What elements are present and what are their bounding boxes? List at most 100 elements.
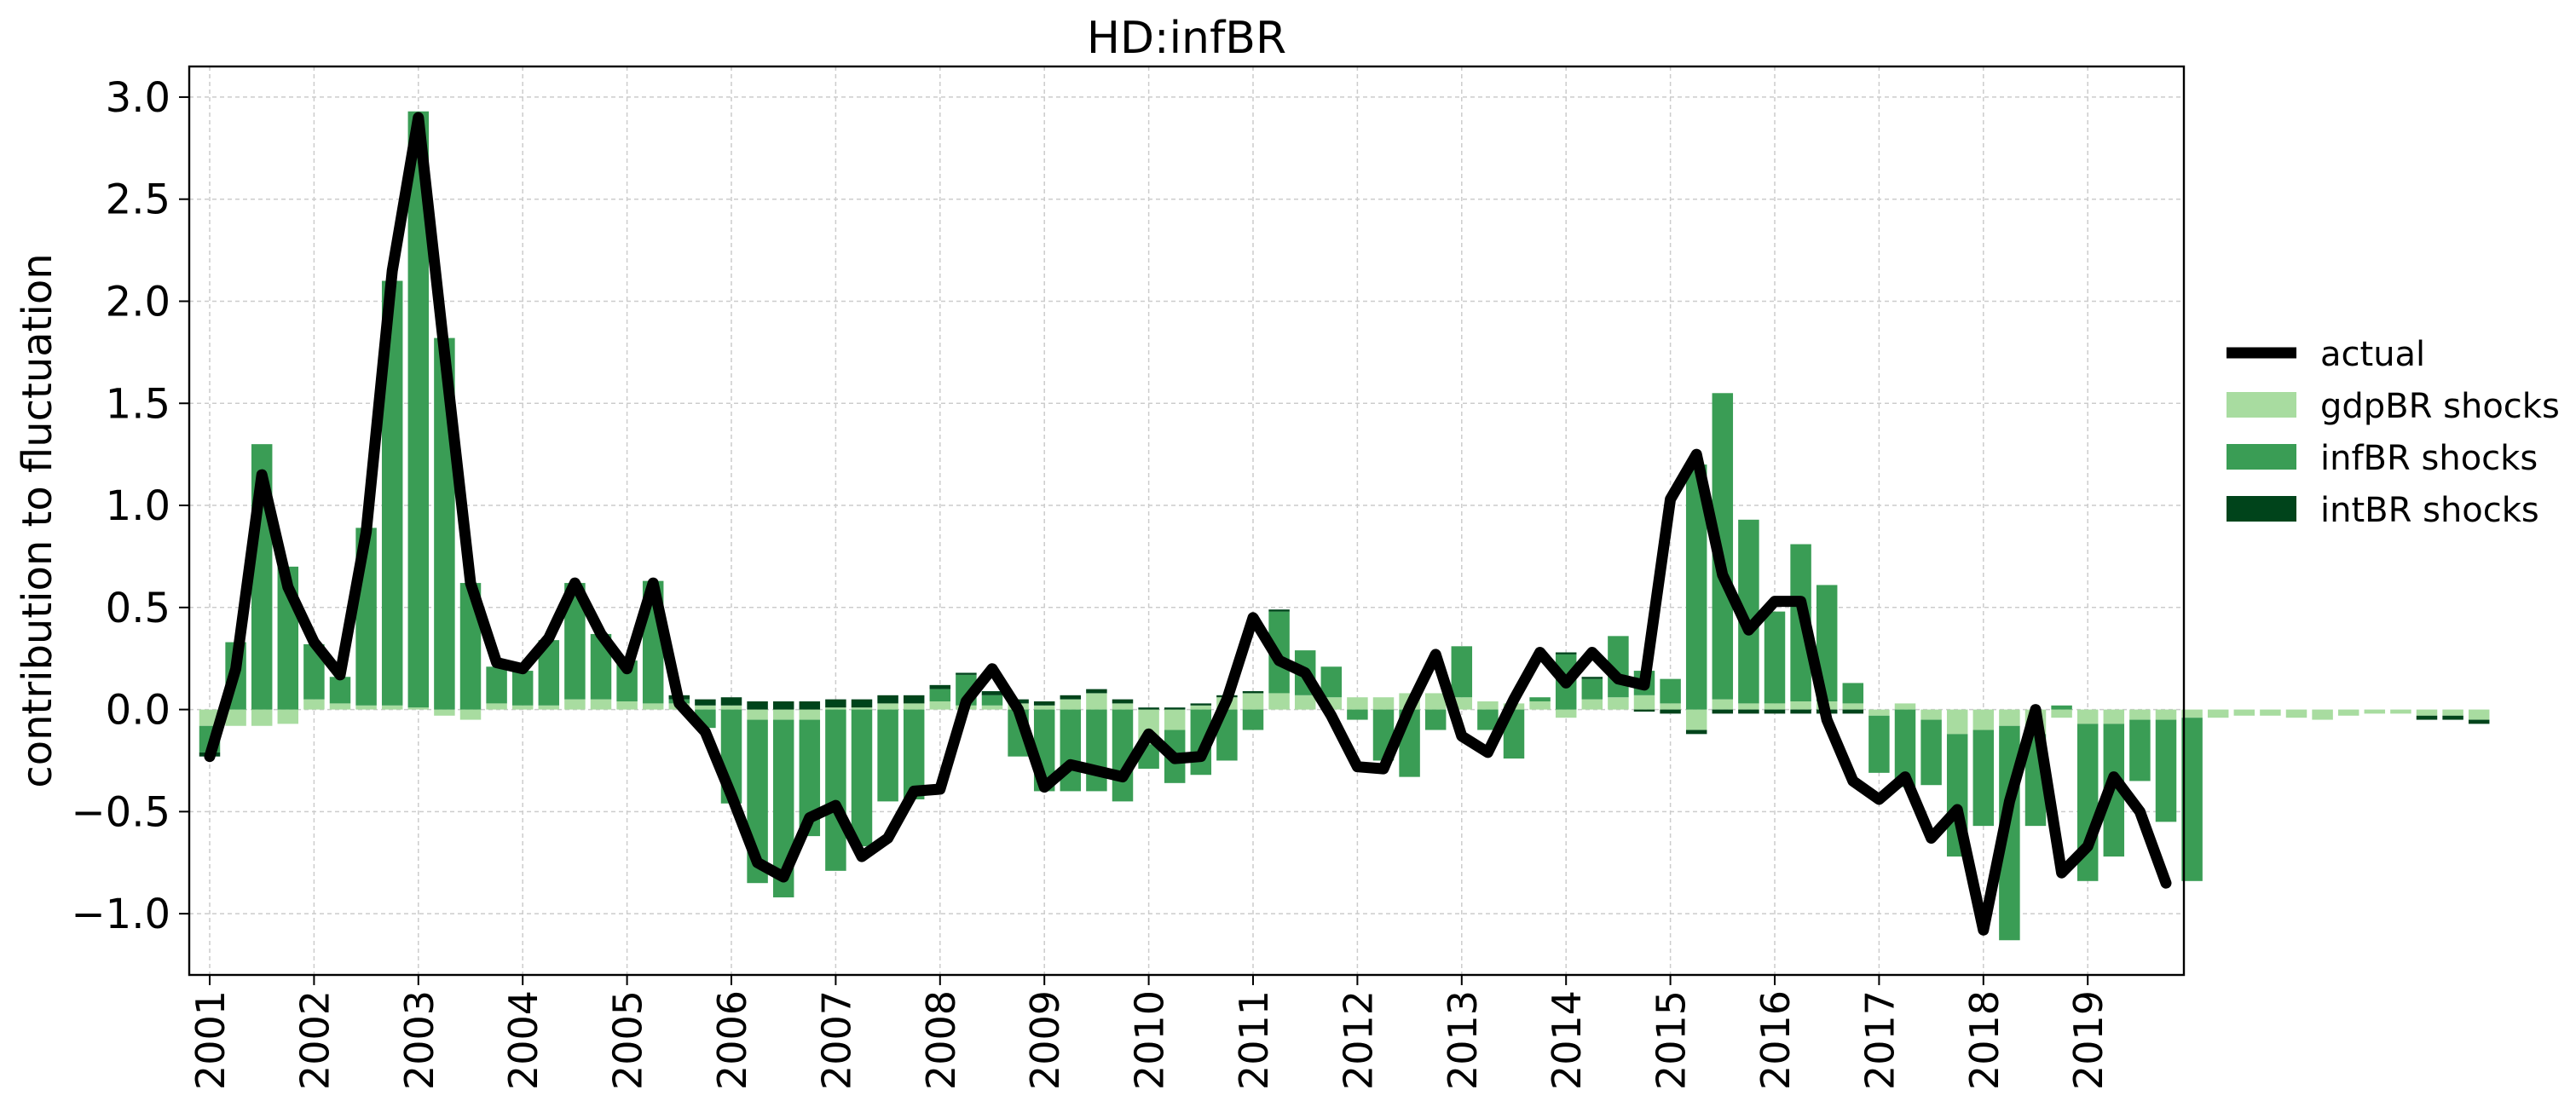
bar-gdpbr-shocks (1999, 709, 2020, 726)
bar-gdpbr-shocks (929, 701, 951, 710)
bar-gdpbr-shocks (642, 703, 664, 710)
bar-intbr-shocks (1764, 709, 1786, 714)
bar-infbr-shocks (511, 671, 534, 706)
bar-gdpbr-shocks (303, 699, 325, 710)
bar-gdpbr-shocks (720, 705, 742, 710)
bar-intbr-shocks (903, 695, 925, 704)
bar-infbr-shocks (1660, 678, 1681, 704)
y-tick-label: −0.5 (71, 788, 170, 836)
x-tick-label: 2002 (292, 990, 338, 1090)
bar-gdpbr-shocks (1555, 709, 1577, 718)
bar-gdpbr-shocks (459, 709, 482, 720)
bar-gdpbr-shocks (1842, 703, 1864, 710)
bar-intbr-shocks (1633, 709, 1655, 712)
bar-intbr-shocks (1138, 707, 1159, 710)
legend-swatch (2227, 496, 2296, 522)
bar-intbr-shocks (1685, 730, 1707, 735)
bar-gdpbr-shocks (1294, 695, 1316, 710)
bar-intbr-shocks (981, 691, 1003, 695)
bar-gdpbr-shocks (355, 705, 377, 710)
bar-gdpbr-shocks (1972, 709, 1995, 730)
bar-infbr-shocks (1868, 715, 1890, 773)
bar-intbr-shocks (851, 699, 873, 708)
bar-gdpbr-shocks (2129, 709, 2151, 720)
bar-gdpbr-shocks (381, 705, 403, 710)
bar-intbr-shocks (695, 699, 716, 706)
bar-gdpbr-shocks (1242, 693, 1264, 710)
bar-intbr-shocks (2442, 715, 2463, 720)
bar-gdpbr-shocks (1347, 697, 1368, 710)
bar-gdpbr-shocks (2103, 709, 2125, 724)
bar-gdpbr-shocks (277, 709, 299, 724)
bar-infbr-shocks (1451, 646, 1473, 698)
bar-gdpbr-shocks (799, 709, 821, 720)
x-tick-label: 2008 (918, 990, 964, 1090)
bar-gdpbr-shocks (2468, 709, 2490, 720)
actual-line (204, 112, 2172, 936)
bar-gdpbr-shocks (1033, 705, 1055, 710)
bar-gdpbr-shocks (616, 701, 638, 710)
bar-gdpbr-shocks (1529, 701, 1551, 710)
bar-gdpbr-shocks (981, 705, 1003, 710)
bar-gdpbr-shocks (1190, 705, 1212, 710)
legend-label: actual (2320, 335, 2425, 374)
bar-gdpbr-shocks (2181, 709, 2203, 718)
x-tick-label: 2004 (500, 990, 546, 1090)
x-tick-label: 2017 (1857, 990, 1903, 1090)
bar-intbr-shocks (1712, 709, 1734, 714)
bar-intbr-shocks (1738, 709, 1759, 714)
bar-gdpbr-shocks (1086, 693, 1107, 710)
x-tick-label: 2011 (1231, 990, 1277, 1090)
y-tick-label: 3.0 (106, 74, 170, 122)
bar-gdpbr-shocks (1608, 697, 1629, 710)
bar-intbr-shocks (1555, 652, 1577, 655)
x-tick-label: 2014 (1544, 990, 1590, 1090)
bar-gdpbr-shocks (695, 705, 716, 710)
bar-gdpbr-shocks (2285, 709, 2307, 718)
y-tick-label: 1.0 (106, 482, 170, 530)
bar-infbr-shocks (329, 677, 351, 704)
bar-infbr-shocks (2129, 719, 2151, 781)
y-tick-label: 0.5 (106, 585, 170, 632)
bar-infbr-shocks (1477, 709, 1499, 730)
x-tick-label: 2007 (813, 990, 859, 1090)
y-tick-label: −1.0 (71, 891, 170, 938)
legend-label: gdpBR shocks (2320, 387, 2560, 426)
bar-infbr-shocks (877, 709, 898, 802)
bar-gdpbr-shocks (1424, 693, 1447, 710)
bar-gdpbr-shocks (772, 709, 794, 720)
bar-intbr-shocks (1112, 699, 1134, 704)
bar-gdpbr-shocks (1920, 709, 1942, 720)
bar-intbr-shocks (1842, 709, 1864, 714)
bar-infbr-shocks (1242, 709, 1264, 730)
bar-gdpbr-shocks (407, 707, 430, 710)
bar-gdpbr-shocks (1738, 703, 1759, 710)
bar-intbr-shocks (1190, 703, 1212, 706)
bar-infbr-shocks (1086, 709, 1107, 792)
bar-gdpbr-shocks (225, 709, 246, 726)
bar-infbr-shocks (1347, 709, 1368, 720)
bar-gdpbr-shocks (564, 699, 586, 710)
bar-gdpbr-shocks (1581, 699, 1603, 710)
x-tick-label: 2005 (605, 990, 651, 1090)
bar-gdpbr-shocks (877, 703, 898, 710)
bar-infbr-shocks (1764, 611, 1786, 704)
bar-infbr-shocks (1320, 666, 1343, 698)
bar-gdpbr-shocks (1164, 709, 1186, 730)
bar-gdpbr-shocks (1790, 701, 1811, 710)
axis-ticks: −1.0 −0.5 0.0 0.5 1.0 1.5 2.0 2.5 3.0 2001 2002 200… (71, 74, 2111, 1090)
bar-gdpbr-shocks (251, 709, 273, 726)
y-tick-label: 0.0 (106, 687, 170, 735)
y-axis-label: contribution to fluctuation (14, 253, 61, 787)
bar-infbr-shocks (1060, 709, 1082, 792)
x-tick-label: 2009 (1022, 990, 1068, 1090)
bar-intbr-shocks (1242, 691, 1264, 694)
bar-gdpbr-shocks (2233, 709, 2255, 716)
bar-infbr-shocks (1842, 683, 1864, 704)
bar-infbr-shocks (486, 666, 507, 704)
bar-gdpbr-shocks (2364, 709, 2386, 714)
bar-gdpbr-shocks (2390, 709, 2411, 714)
bar-intbr-shocks (1581, 677, 1603, 679)
bar-intbr-shocks (1164, 707, 1186, 710)
bar-infbr-shocks (1529, 697, 1551, 702)
